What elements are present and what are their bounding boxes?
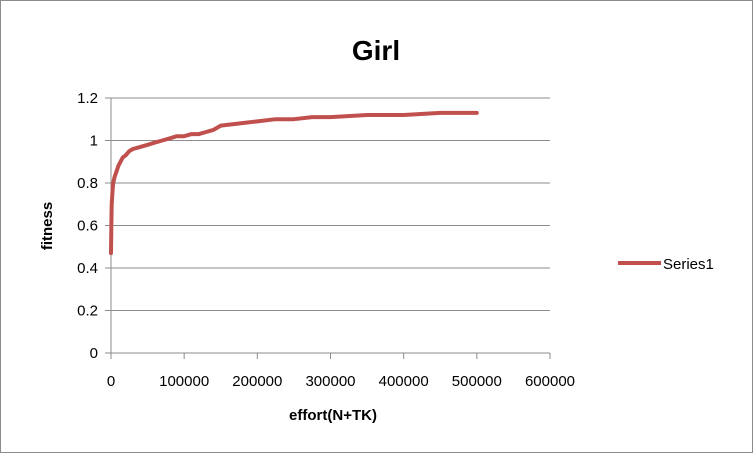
x-tick-label: 300000 xyxy=(305,373,355,390)
x-tick-label: 0 xyxy=(107,373,115,390)
x-tick-label: 200000 xyxy=(232,373,282,390)
y-tick-label: 1 xyxy=(90,133,98,150)
y-tick-label: 0.4 xyxy=(77,260,98,277)
x-tick-labels: 0 100000 200000 300000 400000 500000 600000 xyxy=(107,373,575,390)
x-tick-label: 600000 xyxy=(525,373,575,390)
chart-title: Girl xyxy=(352,35,400,66)
x-tick-label: 400000 xyxy=(379,373,429,390)
y-tick-label: 0.6 xyxy=(77,218,98,235)
y-tick-label: 0.2 xyxy=(77,303,98,320)
y-tick-label: 0 xyxy=(90,345,98,362)
gridlines xyxy=(111,97,550,311)
y-tick-label: 0.8 xyxy=(77,175,98,192)
y-axis-title: fitness xyxy=(39,202,56,250)
series-layer xyxy=(109,110,479,256)
series-line-series1 xyxy=(109,110,479,256)
x-axis-title: effort(N+TK) xyxy=(289,407,377,424)
y-tick-labels: 0 0.2 0.4 0.6 0.8 1 1.2 xyxy=(77,90,98,362)
x-tick-label: 100000 xyxy=(159,373,209,390)
y-tick-label: 1.2 xyxy=(77,90,98,107)
legend-label-series1: Series1 xyxy=(663,256,714,273)
legend: Series1 xyxy=(618,256,714,273)
x-tick-label: 500000 xyxy=(452,373,502,390)
